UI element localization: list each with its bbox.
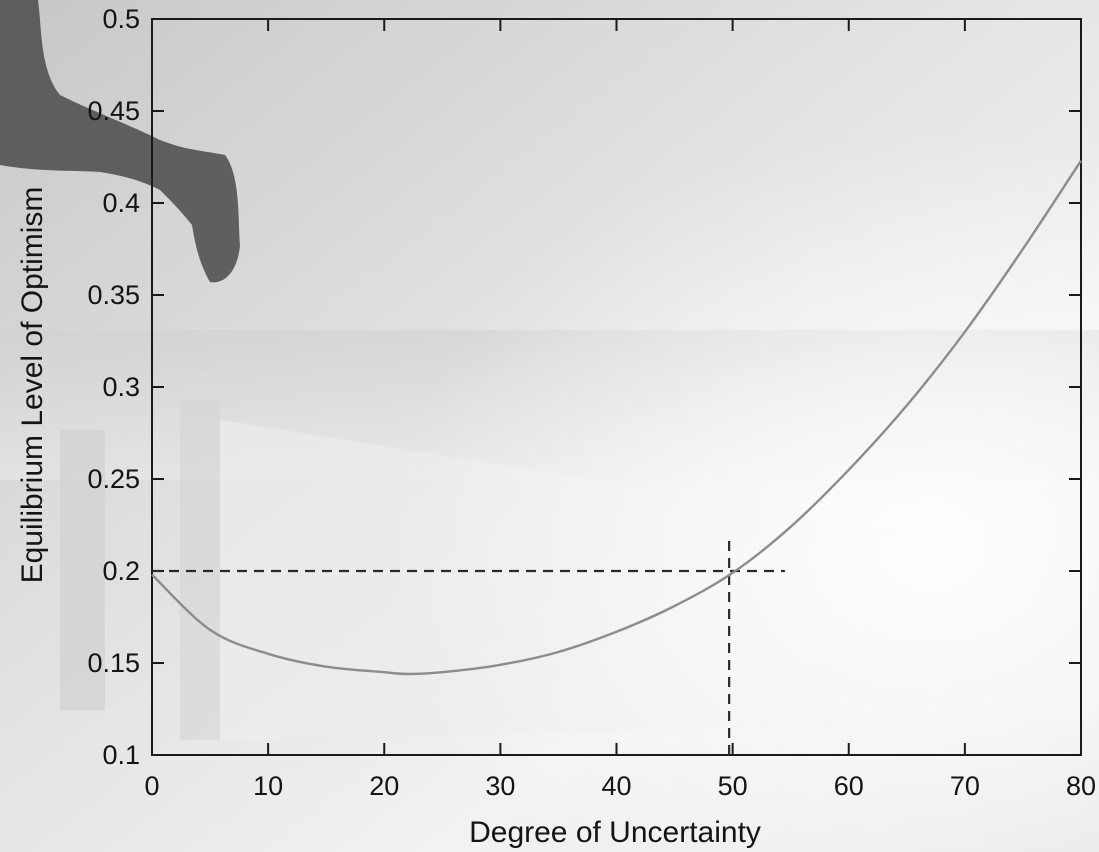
silhouette-leg-image: [0, 0, 240, 283]
y-tick-label: 0.25: [87, 464, 140, 494]
x-axis: 0 10 20 30 40 50 60 70 80: [144, 19, 1096, 801]
x-tick-label: 40: [601, 771, 631, 801]
y-tick-label: 0.15: [87, 648, 140, 678]
x-tick-label: 20: [369, 771, 399, 801]
series-group: [151, 160, 1083, 676]
optimism-curve: [151, 160, 1083, 676]
reference-lines: [152, 536, 785, 755]
x-tick-label: 60: [834, 771, 864, 801]
x-axis-label: Degree of Uncertainty: [469, 816, 761, 849]
y-axis: 0.1 0.15 0.2 0.25 0.3 0.35 0.4 0.45 0.5: [87, 4, 1081, 770]
y-tick-label: 0.4: [102, 188, 140, 218]
x-tick-label: 50: [718, 771, 748, 801]
x-tick-label: 10: [253, 771, 283, 801]
x-tick-label: 70: [950, 771, 980, 801]
x-tick-label: 30: [485, 771, 515, 801]
y-tick-label: 0.35: [87, 280, 140, 310]
y-tick-label: 0.45: [87, 96, 140, 126]
y-tick-label: 0.2: [102, 556, 140, 586]
y-axis-label: Equilibrium Level of Optimism: [16, 187, 49, 584]
y-tick-label: 0.5: [102, 4, 140, 34]
x-tick-label: 80: [1066, 771, 1096, 801]
x-tick-label: 0: [144, 771, 159, 801]
y-tick-label: 0.1: [102, 740, 140, 770]
y-tick-label: 0.3: [102, 372, 140, 402]
